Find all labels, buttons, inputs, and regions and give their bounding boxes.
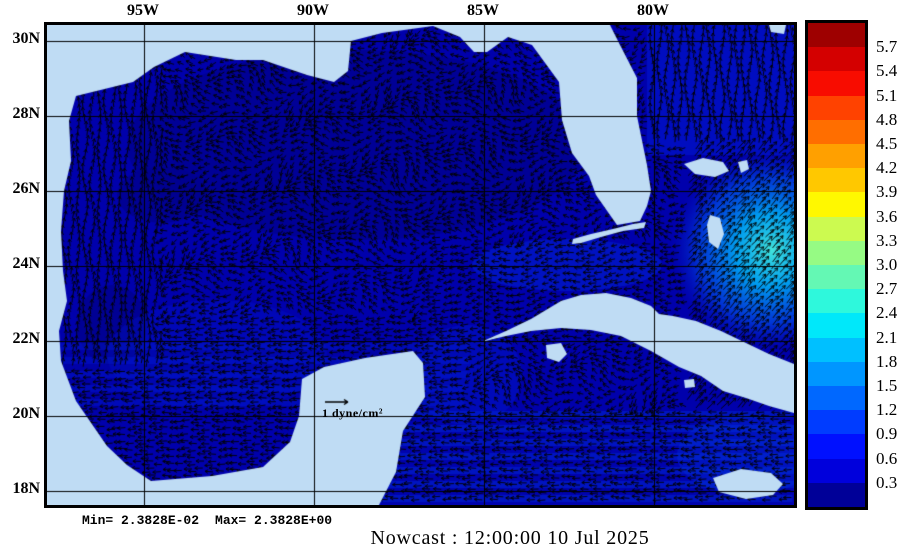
reference-arrow-label: 1 dyne/cm² [322,406,383,420]
colorbar-tick-label: 1.8 [876,351,898,371]
min-value-label: Min= 2.3828E-02 [82,513,200,528]
lon-tick-label: 90W [297,2,329,19]
colorbar-tick-label: 5.1 [876,85,898,105]
lat-tick-label: 30N [12,30,40,47]
colorbar-segment [808,216,865,241]
colorbar [805,20,868,510]
colorbar-tick-label: 2.4 [876,303,898,323]
colorbar-segment [808,386,865,411]
colorbar-segment [808,434,865,459]
colorbar-tick-label: 5.4 [876,61,898,81]
map-plot-canvas [47,25,794,505]
colorbar-tick-label: 3.0 [876,255,898,274]
colorbar-segment [808,144,865,169]
colorbar-segment [808,458,865,483]
colorbar-segment [808,95,865,120]
minmax-readout: Min= 2.3828E-02 Max= 2.3828E+00 [82,513,348,528]
lon-tick-label: 80W [637,2,669,19]
colorbar-segment [808,482,865,508]
colorbar-segment [808,168,865,193]
max-value-label: Max= 2.3828E+00 [215,513,333,528]
lat-tick-label: 28N [12,105,40,122]
colorbar-tick-label: 2.1 [876,327,898,347]
plot-title: Nowcast : 12:00:00 10 Jul 2025 [370,527,650,549]
colorbar-tick-label: 1.2 [876,400,898,420]
colorbar-segment [808,192,865,217]
lat-tick-label: 18N [12,480,40,497]
colorbar-tick-label: 0.9 [876,424,898,444]
colorbar-tick-label: 4.5 [876,134,898,153]
colorbar-tick-label: 0.3 [876,472,898,492]
colorbar-segment [808,313,865,338]
colorbar-tick-label: 3.6 [876,206,898,226]
colorbar-segment [808,265,865,290]
lat-tick-label: 24N [12,255,40,272]
lon-tick-label: 95W [127,2,159,19]
lat-tick-label: 26N [12,180,40,197]
colorbar-segment [808,289,865,314]
colorbar-segment [808,240,865,266]
colorbar-tick-label: 3.9 [876,182,898,202]
colorbar-segment [808,23,865,48]
colorbar-segment [808,47,865,72]
lat-tick-label: 22N [12,330,40,347]
map-frame [44,22,797,508]
colorbar-tick-label: 4.2 [876,158,898,178]
colorbar-tick-label: 0.6 [876,448,898,468]
colorbar-tick-label: 3.3 [876,230,898,250]
colorbar-segment [808,337,865,362]
lat-tick-label: 20N [12,405,40,422]
colorbar-segment [808,361,865,387]
colorbar-tick-label: 1.5 [876,376,898,395]
colorbar-segment [808,410,865,435]
lon-tick-label: 85W [467,2,499,19]
colorbar-segment [808,119,865,145]
colorbar-tick-label: 2.7 [876,279,898,299]
colorbar-tick-label: 5.7 [876,37,898,57]
colorbar-segment [808,71,865,96]
colorbar-tick-label: 4.8 [876,109,898,129]
